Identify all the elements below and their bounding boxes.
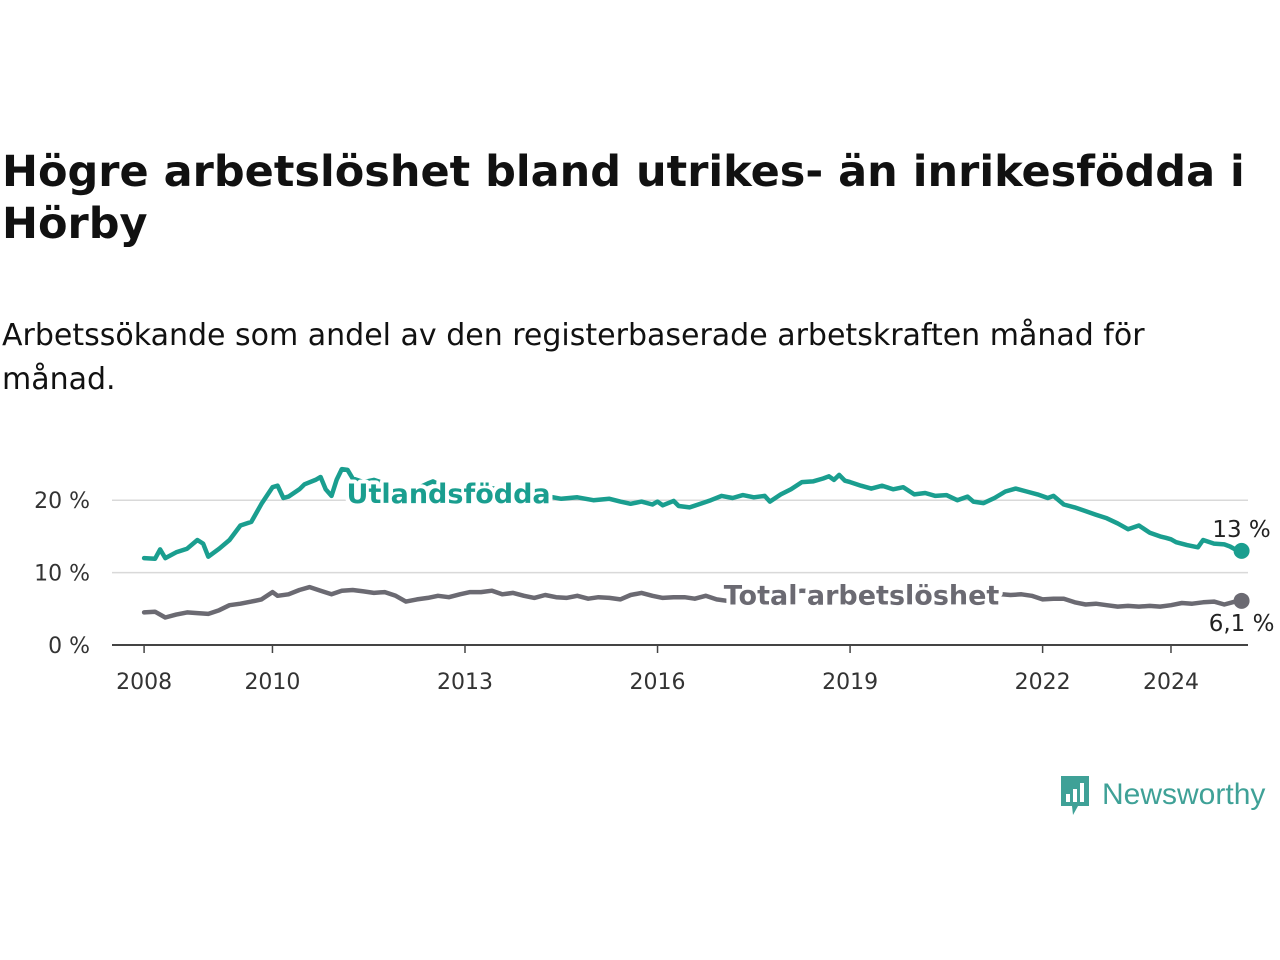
chart-subtitle: Arbetssökande som andel av den registerb…	[2, 318, 1145, 397]
series-end-marker	[1233, 592, 1250, 609]
series-name-label: Utlandsfödda	[347, 479, 551, 510]
x-tick-label: 2010	[244, 670, 300, 695]
x-tick-label: 2024	[1143, 670, 1199, 695]
line-chart: 0 %10 %20 %2008 2010 2013 2016 2019 2022 2024 …	[34, 466, 1275, 695]
x-tick-label: 2022	[1015, 670, 1071, 695]
axes: 0 % 10 % 20 % 2008 2010 2013 2016 2019 2022 2024	[34, 489, 1248, 695]
newsworthy-brand: Newsworthy	[1058, 770, 1265, 820]
end-value-label: 6,1 %	[1209, 611, 1275, 637]
series-name-label: Total arbetslöshet	[724, 580, 1000, 611]
labels: Utlandsfödda Total arbetslöshet 13 % 6,1 %	[343, 475, 1275, 637]
series-line-utlandsfodda	[141, 466, 1244, 562]
chart-title: Högre arbetslöshet bland utrikes- än inr…	[2, 147, 1245, 249]
newsworthy-logo-icon	[1061, 776, 1089, 815]
grid-lines	[112, 499, 1248, 574]
brand-name: Newsworthy	[1102, 778, 1266, 811]
y-tick-label: 0 %	[48, 634, 90, 659]
series-line-total	[141, 584, 1244, 620]
y-tick-label: 20 %	[34, 489, 90, 514]
series-lines	[141, 466, 1250, 620]
y-tick-label: 10 %	[34, 562, 90, 587]
x-tick-label: 2008	[116, 670, 172, 695]
x-tick-label: 2016	[630, 670, 686, 695]
x-tick-label: 2019	[822, 670, 878, 695]
x-tick-label: 2013	[437, 670, 493, 695]
series-end-marker	[1233, 542, 1250, 559]
end-value-label: 13 %	[1212, 517, 1270, 543]
